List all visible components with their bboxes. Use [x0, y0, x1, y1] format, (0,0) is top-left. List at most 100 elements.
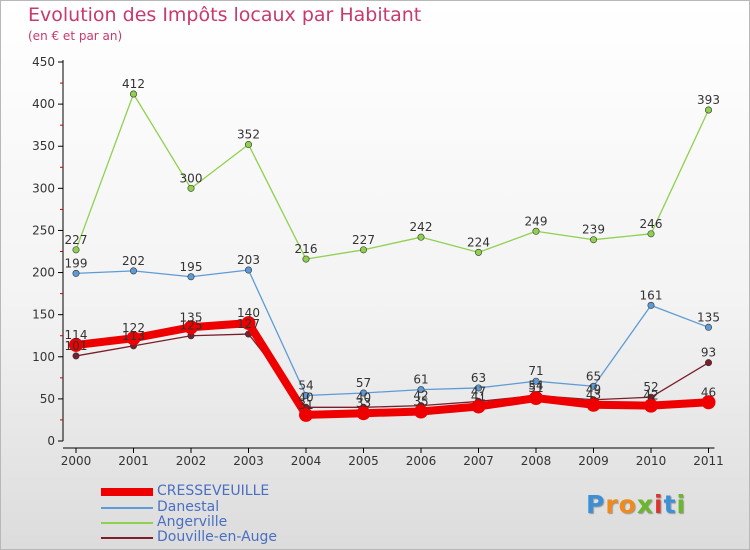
data-point-angerville — [130, 90, 138, 98]
data-label-cresseveuille: 46 — [701, 385, 716, 399]
data-label-douville-en-auge: 113 — [122, 329, 145, 343]
data-label-danestal: 63 — [471, 371, 486, 385]
data-label-danestal: 61 — [413, 373, 428, 387]
data-point-cresseveuille — [299, 407, 313, 422]
data-point-angerville — [532, 227, 540, 235]
data-label-douville-en-auge: 49 — [586, 383, 601, 397]
data-label-angerville: 393 — [697, 93, 720, 107]
data-label-danestal: 71 — [528, 364, 543, 378]
data-point-angerville — [359, 246, 367, 254]
data-point-angerville — [647, 230, 655, 238]
data-label-angerville: 227 — [65, 233, 88, 247]
data-point-douville-en-auge — [72, 352, 80, 360]
proxiti-logo: Proxiti — [586, 490, 687, 519]
data-point-cresseveuille — [414, 404, 428, 419]
data-label-angerville: 216 — [295, 242, 318, 256]
data-label-cresseveuille: 42 — [643, 389, 658, 403]
x-tick-label: 2005 — [348, 454, 379, 468]
y-tick-label: 50 — [40, 392, 55, 406]
y-tick-label: 150 — [32, 308, 55, 322]
data-label-cresseveuille: 31 — [298, 398, 313, 412]
data-point-danestal — [532, 377, 540, 385]
data-label-angerville: 224 — [467, 235, 490, 249]
legend-item-danestal: Danestal — [101, 499, 361, 515]
data-point-angerville — [589, 236, 597, 244]
y-tick-label: 350 — [32, 139, 55, 153]
data-point-cresseveuille — [241, 316, 256, 331]
data-label-cresseveuille: 33 — [356, 396, 371, 410]
data-point-angerville — [245, 141, 253, 149]
data-label-angerville: 249 — [525, 214, 548, 228]
y-tick-label: 0 — [47, 434, 55, 448]
data-point-cresseveuille — [644, 398, 658, 413]
legend-item-cresseveuille: CRESSEVEUILLE — [101, 483, 361, 499]
data-point-danestal — [245, 266, 253, 274]
data-point-cresseveuille — [356, 406, 371, 421]
data-label-douville-en-auge: 40 — [298, 390, 313, 404]
data-label-cresseveuille: 114 — [65, 328, 88, 342]
data-point-angerville — [72, 246, 80, 254]
legend-swatch-angerville — [101, 522, 153, 524]
data-point-angerville — [474, 248, 482, 256]
data-label-danestal: 202 — [122, 254, 145, 268]
data-point-cresseveuille — [586, 397, 601, 412]
data-label-danestal: 161 — [640, 288, 663, 302]
data-point-danestal — [704, 323, 712, 331]
series-line-cresseveuille — [75, 319, 709, 419]
data-point-cresseveuille — [471, 399, 486, 414]
data-label-cresseveuille: 35 — [413, 395, 428, 409]
data-point-cresseveuille — [184, 320, 198, 335]
x-tick-label: 2007 — [463, 454, 494, 468]
y-tick-label: 200 — [32, 266, 55, 280]
y-tick-label: 450 — [32, 55, 55, 69]
data-point-douville-en-auge — [704, 359, 712, 367]
data-point-danestal — [417, 386, 425, 394]
x-tick-label: 2002 — [176, 454, 207, 468]
data-label-douville-en-auge: 52 — [643, 380, 658, 394]
y-tick-label: 300 — [32, 181, 55, 195]
data-label-danestal: 135 — [697, 310, 720, 324]
legend-swatch-douville-en-auge — [101, 537, 153, 539]
data-point-cresseveuille — [701, 395, 716, 410]
x-tick-label: 2006 — [406, 454, 437, 468]
data-point-danestal — [72, 269, 80, 277]
x-tick-label: 2003 — [233, 454, 264, 468]
legend-item-douville-en-auge: Douville-en-Auge — [101, 529, 361, 545]
data-label-angerville: 239 — [582, 223, 605, 237]
data-label-cresseveuille: 122 — [122, 321, 145, 335]
x-tick-label: 2008 — [521, 454, 552, 468]
data-point-angerville — [417, 233, 425, 241]
data-label-douville-en-auge: 125 — [180, 319, 203, 333]
data-label-douville-en-auge: 40 — [356, 390, 371, 404]
data-label-angerville: 242 — [410, 220, 433, 234]
series-line-angerville — [75, 93, 710, 260]
data-label-cresseveuille: 140 — [237, 306, 260, 320]
data-label-angerville: 300 — [180, 171, 203, 185]
data-label-danestal: 195 — [180, 260, 203, 274]
data-label-cresseveuille: 41 — [471, 389, 486, 403]
chart-subtitle: (en € et par an) — [28, 29, 123, 43]
data-point-danestal — [474, 384, 482, 392]
series-line-douville-en-auge — [75, 333, 709, 408]
y-tick-label: 100 — [32, 350, 55, 364]
data-label-danestal: 65 — [586, 369, 601, 383]
legend-label-douville-en-auge: Douville-en-Auge — [157, 529, 278, 545]
data-label-douville-en-auge: 101 — [65, 339, 88, 353]
data-point-angerville — [704, 106, 712, 114]
x-tick-label: 2001 — [118, 454, 149, 468]
data-label-cresseveuille: 135 — [180, 310, 203, 324]
data-point-danestal — [589, 382, 597, 390]
y-tick-label: 250 — [32, 223, 55, 237]
y-tick-label: 400 — [32, 97, 55, 111]
data-label-angerville: 352 — [237, 128, 260, 142]
data-label-angerville: 246 — [640, 217, 663, 231]
data-label-danestal: 203 — [237, 253, 260, 267]
data-point-danestal — [187, 273, 195, 281]
data-label-douville-en-auge: 54 — [528, 379, 543, 393]
data-label-cresseveuille: 51 — [528, 381, 543, 395]
data-label-danestal: 57 — [356, 376, 371, 390]
x-tick-label: 2004 — [291, 454, 322, 468]
legend-item-angerville: Angerville — [101, 514, 361, 530]
legend-swatch-cresseveuille — [101, 488, 153, 496]
